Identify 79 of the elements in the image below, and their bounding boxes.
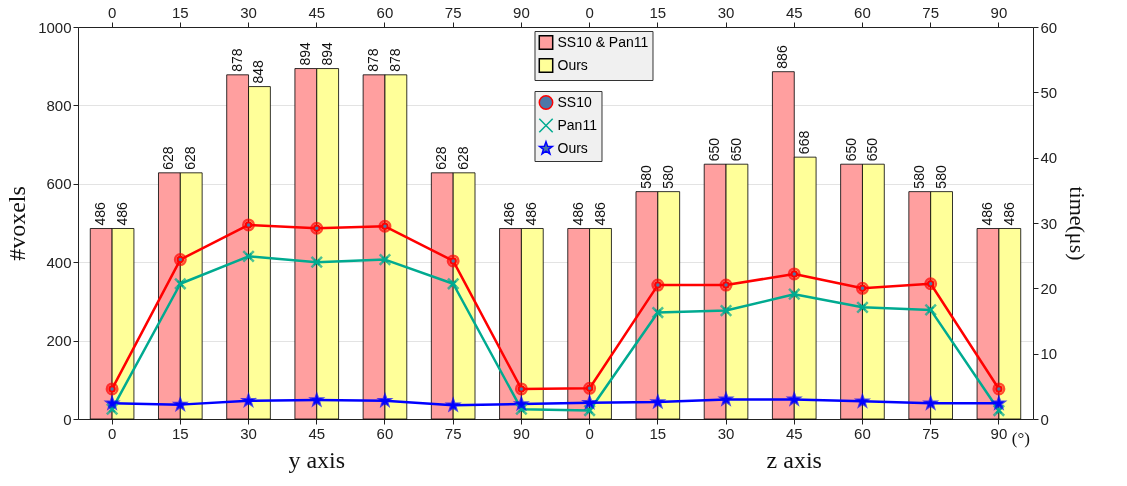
- category-label: 0: [585, 3, 594, 21]
- x-tick-label: 75: [922, 424, 940, 442]
- data-label: 668: [796, 130, 813, 155]
- data-label: 894: [296, 41, 313, 66]
- legend-label: SS10 & Pan11: [557, 33, 649, 50]
- y-axis-title: #voxels: [4, 186, 31, 261]
- category-label: 90: [990, 3, 1008, 21]
- y-tick-label: 0: [63, 410, 72, 428]
- y2-tick-label: 0: [1040, 410, 1049, 428]
- data-label: 486: [978, 201, 995, 226]
- y2-tick-label: 30: [1040, 214, 1058, 232]
- y-tick-label: 600: [46, 175, 72, 193]
- x-tick-label: 60: [376, 424, 394, 442]
- legend-label: Ours: [557, 56, 588, 73]
- data-label: 580: [932, 165, 949, 189]
- data-label: 628: [455, 146, 472, 170]
- text: y axis: [288, 447, 346, 473]
- x-tick-label: 15: [171, 424, 189, 442]
- category-label: 75: [922, 3, 940, 21]
- data-label: 650: [842, 137, 859, 162]
- legend-label: Pan11: [557, 116, 598, 133]
- x-tick-label: 30: [240, 424, 257, 442]
- category-label: 75: [444, 3, 462, 21]
- data-label: 878: [386, 48, 403, 72]
- y2-tick-label: 20: [1040, 279, 1058, 297]
- x-tick-label: 75: [444, 424, 462, 442]
- data-label: 628: [433, 146, 450, 170]
- x-tick-label: 0: [585, 424, 594, 442]
- data-label: 486: [92, 201, 109, 226]
- data-label: 580: [659, 165, 676, 189]
- text: z axis: [766, 447, 822, 473]
- data-label: 580: [637, 165, 654, 189]
- data-label: 628: [182, 146, 199, 170]
- data-label: 486: [501, 201, 518, 226]
- y2-tick-label: 60: [1040, 18, 1058, 36]
- x-tick-label: 90: [990, 424, 1008, 442]
- category-label: 30: [240, 3, 257, 21]
- data-label: 486: [523, 201, 540, 226]
- data-label: 886: [774, 45, 791, 69]
- legend-label: Ours: [557, 139, 588, 156]
- data-label: 650: [864, 137, 881, 162]
- y-tick-label: 800: [46, 96, 72, 114]
- data-label: 650: [706, 137, 723, 162]
- data-label: 580: [910, 165, 927, 189]
- category-label: 0: [107, 3, 117, 21]
- x-tick-label: 45: [785, 424, 803, 442]
- category-label: 15: [649, 3, 667, 21]
- x-tick-label: 45: [308, 424, 326, 442]
- category-label: 45: [308, 3, 326, 21]
- x-tick-label: 90: [513, 424, 530, 442]
- data-label: 486: [1000, 201, 1017, 226]
- x-tick-label: 30: [717, 424, 735, 442]
- data-label: 894: [318, 41, 335, 66]
- legend-label: SS10: [557, 93, 592, 110]
- y2-tick-label: 40: [1040, 149, 1058, 167]
- x-tick-label: 15: [649, 424, 667, 442]
- category-label: 60: [376, 3, 394, 21]
- y2-axis-title: time(μs): [1065, 186, 1091, 261]
- category-label: 60: [854, 3, 871, 21]
- y-tick-label: 200: [46, 332, 72, 350]
- y-tick-label: 400: [46, 253, 72, 271]
- data-label: 650: [727, 137, 744, 162]
- y2-tick-label: 50: [1040, 83, 1058, 101]
- y-tick-label: 1000: [38, 18, 72, 36]
- x-tick-label: 0: [107, 424, 117, 442]
- y2-tick-label: 10: [1040, 345, 1058, 363]
- data-label: 628: [160, 146, 177, 170]
- data-label: 848: [250, 60, 267, 84]
- data-label: 486: [569, 201, 586, 226]
- data-label: 878: [228, 48, 245, 72]
- data-label: 878: [365, 48, 382, 72]
- category-label: 90: [513, 3, 530, 21]
- text: (°): [1011, 429, 1030, 448]
- data-label: 486: [114, 201, 131, 226]
- category-label: 45: [785, 3, 803, 21]
- category-label: 15: [171, 3, 189, 21]
- x-tick-label: 60: [854, 424, 871, 442]
- data-label: 486: [591, 201, 608, 226]
- category-label: 30: [717, 3, 735, 21]
